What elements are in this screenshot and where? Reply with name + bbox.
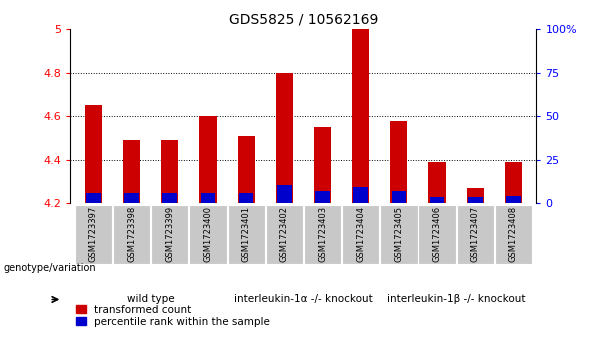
Text: GSM1723401: GSM1723401 — [242, 206, 251, 262]
Bar — [304, 204, 341, 264]
Bar — [238, 136, 255, 203]
Text: GSM1723408: GSM1723408 — [509, 206, 518, 262]
Bar — [390, 121, 408, 203]
Bar — [162, 193, 177, 203]
Bar — [161, 140, 178, 203]
Bar — [75, 204, 112, 264]
Bar — [189, 204, 227, 264]
Bar — [239, 193, 253, 203]
Text: genotype/variation: genotype/variation — [3, 263, 96, 273]
Bar — [315, 191, 330, 203]
Text: GSM1723397: GSM1723397 — [89, 206, 98, 262]
Bar — [380, 204, 417, 264]
Bar — [124, 193, 139, 203]
Text: wild type: wild type — [127, 294, 175, 305]
Bar — [86, 193, 101, 203]
Bar — [506, 196, 521, 203]
Bar — [227, 204, 265, 264]
Bar — [428, 162, 446, 203]
Text: GSM1723405: GSM1723405 — [394, 206, 403, 262]
Bar — [419, 204, 455, 264]
Text: GSM1723400: GSM1723400 — [204, 206, 213, 262]
Bar — [495, 204, 532, 264]
Bar — [265, 204, 303, 264]
Bar — [200, 193, 215, 203]
Bar — [468, 197, 482, 203]
Bar — [352, 29, 369, 203]
Bar — [276, 73, 293, 203]
Bar — [466, 188, 484, 203]
Bar — [392, 191, 406, 203]
Bar — [151, 204, 188, 264]
Text: GSM1723398: GSM1723398 — [127, 206, 136, 262]
Text: GSM1723403: GSM1723403 — [318, 206, 327, 262]
Bar — [430, 197, 444, 203]
Bar — [277, 185, 292, 203]
Legend: transformed count, percentile rank within the sample: transformed count, percentile rank withi… — [75, 305, 270, 327]
Bar — [123, 140, 140, 203]
Text: GSM1723404: GSM1723404 — [356, 206, 365, 262]
Bar — [113, 204, 150, 264]
Title: GDS5825 / 10562169: GDS5825 / 10562169 — [229, 12, 378, 26]
Text: GSM1723399: GSM1723399 — [166, 206, 174, 262]
Text: interleukin-1β -/- knockout: interleukin-1β -/- knockout — [387, 294, 525, 305]
Text: GSM1723407: GSM1723407 — [471, 206, 480, 262]
Bar — [342, 204, 379, 264]
Text: GSM1723406: GSM1723406 — [433, 206, 441, 262]
Bar — [457, 204, 494, 264]
Bar — [354, 187, 368, 203]
Bar — [314, 127, 331, 203]
Text: GSM1723402: GSM1723402 — [280, 206, 289, 262]
Bar — [85, 105, 102, 203]
Bar — [199, 116, 216, 203]
Bar — [505, 162, 522, 203]
Text: interleukin-1α -/- knockout: interleukin-1α -/- knockout — [234, 294, 373, 305]
